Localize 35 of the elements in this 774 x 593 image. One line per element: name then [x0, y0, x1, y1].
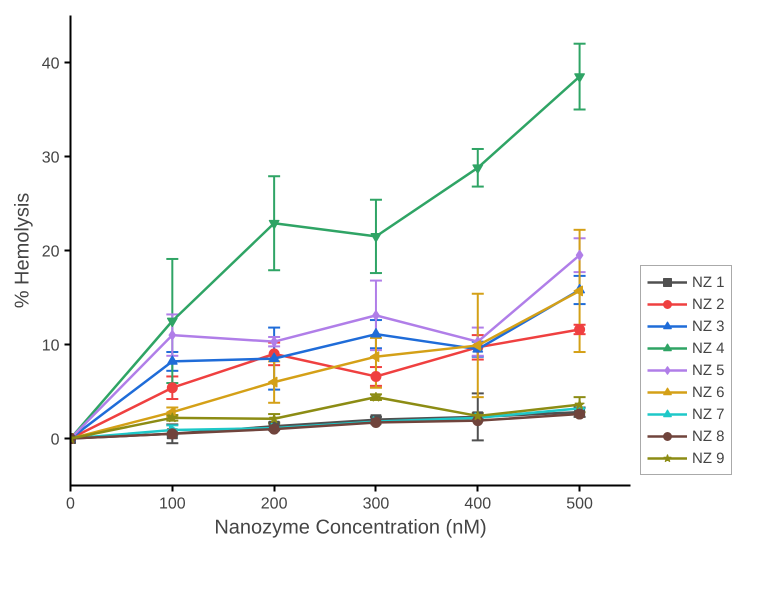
y-tick-label: 0 — [50, 432, 60, 448]
point — [370, 392, 382, 402]
x-tick-label: 300 — [362, 496, 390, 512]
x-tick-label: 200 — [260, 496, 288, 512]
point — [370, 370, 382, 382]
point — [472, 164, 484, 174]
x-tick-label: 100 — [158, 496, 186, 512]
point — [166, 382, 178, 394]
y-tick-label: 30 — [42, 150, 60, 166]
legend-label: NZ 2 — [692, 296, 725, 312]
y-axis-title: % Hemolysis — [12, 192, 34, 308]
y-tick-label: 20 — [42, 244, 60, 260]
legend-label: NZ 9 — [692, 450, 725, 466]
legend-label: NZ 3 — [692, 318, 725, 334]
x-tick-label: 500 — [566, 496, 594, 512]
point — [370, 233, 382, 243]
point — [370, 351, 380, 362]
y-tick-label: 40 — [42, 56, 60, 72]
point — [166, 318, 178, 328]
y-tick-label: 10 — [42, 338, 60, 354]
legend-label: NZ 8 — [692, 428, 725, 444]
legend-label: NZ 6 — [692, 384, 725, 400]
point — [574, 73, 586, 83]
x-tick-label: 0 — [66, 496, 76, 512]
legend-label: NZ 1 — [692, 274, 725, 290]
point — [370, 417, 382, 428]
point — [268, 376, 278, 388]
x-tick-label: 400 — [464, 496, 492, 512]
point — [574, 399, 585, 410]
point — [268, 220, 280, 230]
point — [168, 330, 176, 341]
legend-label: NZ 5 — [692, 362, 725, 378]
legend-label: NZ 4 — [692, 340, 725, 356]
x-axis-title: Nanozyme Concentration (nM) — [214, 516, 487, 538]
legend-label: NZ 7 — [692, 406, 725, 422]
